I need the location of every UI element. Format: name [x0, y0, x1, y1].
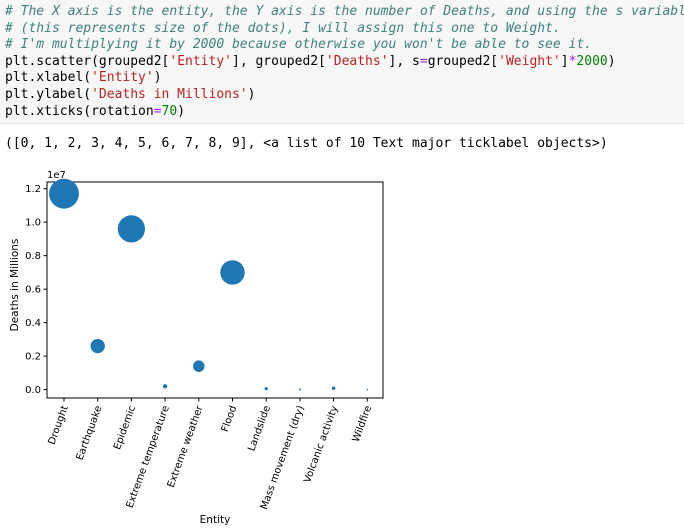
scatter-chart: 0.00.20.40.60.81.01.2 Drought Earthquake E…: [9, 170, 384, 526]
scatter-point: [117, 215, 145, 243]
y-tick-label: 0.8: [25, 251, 41, 262]
x-tick-label: Landslide: [246, 404, 273, 453]
code-xlabel-line: plt.xlabel('Entity'): [5, 70, 162, 86]
y-tick-label: 0.4: [25, 318, 41, 329]
code-comment-line: # I'm multiplying it by 2000 because oth…: [5, 37, 592, 53]
x-tick-label: Earthquake: [75, 404, 105, 462]
scatter-point: [331, 386, 336, 391]
y-axis: 0.0 0.2 0.4 0.6 0.8 1.0 1.2: [25, 184, 47, 396]
code-comment-line: # The X axis is the entity, the Y axis i…: [5, 4, 684, 19]
y-tick-label: 0.2: [25, 352, 41, 363]
x-tick-label: Flood: [220, 404, 240, 433]
scatter-point: [193, 360, 205, 372]
x-tick-label: Wildfire: [351, 404, 374, 443]
scatter-point: [90, 338, 105, 354]
y-offset-label: 1e7: [47, 170, 66, 181]
scatter-point: [162, 384, 168, 389]
x-tick-label: Extreme weather: [166, 403, 206, 489]
scatter-point: [220, 260, 245, 285]
y-tick-label: 1.0: [25, 218, 41, 229]
x-tick-label: Drought: [47, 404, 71, 446]
scatter-point: [49, 178, 79, 209]
cell-output-text: ([0, 1, 2, 3, 4, 5, 6, 7, 8, 9], <a list…: [5, 136, 608, 151]
y-axis-label: Deaths in Millions: [9, 239, 21, 332]
y-tick-label: 0.0: [25, 385, 41, 396]
code-xticks-line: plt.xticks(rotation=70): [5, 103, 186, 119]
y-tick-label: 0.6: [25, 285, 41, 296]
plot-area: [46, 178, 384, 399]
x-tick-label: Epidemic: [112, 404, 138, 451]
scatter-point: [366, 388, 369, 391]
scatter-point: [298, 388, 301, 391]
axes-frame: [46, 181, 384, 399]
code-cell[interactable]: # The X axis is the entity, the Y axis i…: [0, 0, 684, 124]
code-ylabel-line: plt.ylabel('Deaths in Millions'): [5, 86, 256, 102]
code-scatter-line: plt.scatter(grouped2['Entity'], grouped2…: [5, 53, 616, 69]
code-comment-line: # (this represents size of the dots), I …: [5, 20, 561, 36]
x-axis-label: Entity: [200, 514, 231, 526]
y-tick-label: 1.2: [25, 184, 41, 195]
scatter-point: [264, 387, 268, 391]
x-tick-label: Volcanic activity: [302, 404, 340, 484]
